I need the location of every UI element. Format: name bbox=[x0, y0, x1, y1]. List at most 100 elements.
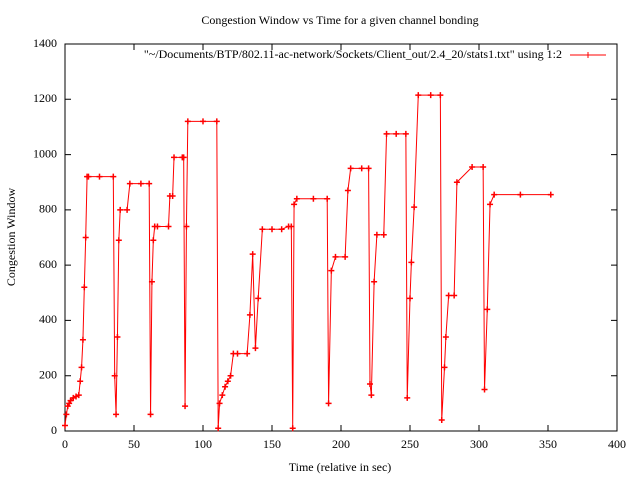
point bbox=[438, 416, 445, 423]
point bbox=[67, 397, 74, 404]
point bbox=[222, 383, 229, 390]
point bbox=[180, 154, 187, 161]
x-tick-label: 300 bbox=[470, 437, 488, 451]
y-tick-label: 200 bbox=[39, 367, 57, 381]
point bbox=[366, 381, 373, 388]
point bbox=[411, 204, 418, 211]
point bbox=[215, 425, 222, 432]
point bbox=[183, 223, 190, 230]
x-tick-label: 100 bbox=[194, 437, 212, 451]
point bbox=[442, 334, 449, 341]
point bbox=[81, 284, 88, 291]
y-tick-label: 1400 bbox=[33, 36, 57, 50]
point bbox=[393, 130, 400, 137]
point bbox=[78, 364, 85, 371]
point bbox=[184, 118, 191, 125]
y-tick-label: 400 bbox=[39, 312, 57, 326]
point bbox=[244, 350, 251, 357]
point bbox=[269, 226, 275, 233]
point bbox=[113, 411, 120, 418]
point bbox=[115, 237, 122, 244]
point bbox=[484, 306, 491, 313]
point bbox=[328, 267, 335, 274]
point bbox=[255, 295, 262, 302]
point bbox=[137, 180, 144, 187]
point bbox=[487, 201, 494, 208]
point bbox=[169, 193, 176, 200]
point bbox=[365, 165, 372, 172]
point bbox=[453, 179, 460, 186]
point bbox=[289, 425, 296, 432]
point bbox=[63, 411, 70, 418]
point bbox=[325, 400, 332, 407]
y-tick-label: 800 bbox=[39, 202, 57, 216]
point bbox=[445, 292, 452, 299]
legend-label: "~/Documents/BTP/802.11-ac-network/Socke… bbox=[144, 47, 562, 61]
point bbox=[547, 191, 554, 198]
point bbox=[110, 173, 117, 180]
plot-border bbox=[64, 43, 618, 432]
point bbox=[124, 206, 131, 213]
point bbox=[407, 295, 413, 302]
point bbox=[224, 378, 231, 385]
point bbox=[371, 278, 378, 285]
point bbox=[216, 400, 223, 407]
point bbox=[408, 259, 415, 266]
point bbox=[373, 231, 380, 238]
point bbox=[252, 345, 259, 352]
point bbox=[480, 164, 487, 171]
point bbox=[437, 92, 444, 99]
point bbox=[77, 378, 84, 385]
point bbox=[249, 251, 256, 258]
point bbox=[79, 336, 86, 343]
point bbox=[246, 311, 253, 318]
y-axis-label: Congestion Window bbox=[4, 188, 18, 287]
point bbox=[82, 234, 89, 241]
point bbox=[111, 372, 118, 379]
point bbox=[358, 165, 365, 172]
point bbox=[293, 195, 300, 202]
point bbox=[441, 364, 448, 371]
point bbox=[234, 350, 241, 357]
point bbox=[415, 92, 422, 99]
point bbox=[347, 165, 354, 172]
point bbox=[344, 187, 351, 194]
point bbox=[291, 201, 298, 208]
chart-title: Congestion Window vs Time for a given ch… bbox=[201, 13, 478, 27]
point bbox=[310, 195, 317, 202]
y-tick-label: 600 bbox=[39, 257, 57, 271]
point bbox=[85, 173, 92, 180]
point bbox=[171, 154, 178, 161]
x-tick-label: 50 bbox=[128, 437, 140, 451]
x-tick-label: 350 bbox=[539, 437, 557, 451]
point bbox=[324, 195, 331, 202]
point bbox=[147, 411, 154, 418]
x-tick-label: 200 bbox=[332, 437, 350, 451]
point bbox=[259, 226, 266, 233]
point bbox=[451, 292, 458, 299]
point bbox=[481, 386, 488, 393]
point bbox=[62, 422, 68, 429]
point bbox=[288, 223, 295, 230]
point bbox=[278, 226, 285, 233]
point bbox=[227, 372, 234, 379]
point bbox=[213, 118, 220, 125]
point bbox=[491, 191, 498, 198]
point bbox=[517, 191, 524, 198]
point bbox=[469, 164, 476, 171]
point bbox=[75, 392, 82, 399]
point bbox=[165, 223, 172, 230]
point bbox=[427, 92, 434, 99]
point bbox=[380, 231, 387, 238]
legend-swatch bbox=[570, 52, 606, 58]
x-tick-label: 0 bbox=[62, 437, 68, 451]
series-line bbox=[64, 94, 551, 429]
x-tick-label: 400 bbox=[608, 437, 626, 451]
x-axis-label: Time (relative in sec) bbox=[289, 460, 392, 474]
point bbox=[146, 180, 153, 187]
y-tick-label: 1000 bbox=[33, 146, 57, 160]
point bbox=[150, 237, 157, 244]
x-tick-label: 250 bbox=[401, 437, 419, 451]
x-tick-label: 150 bbox=[263, 437, 281, 451]
